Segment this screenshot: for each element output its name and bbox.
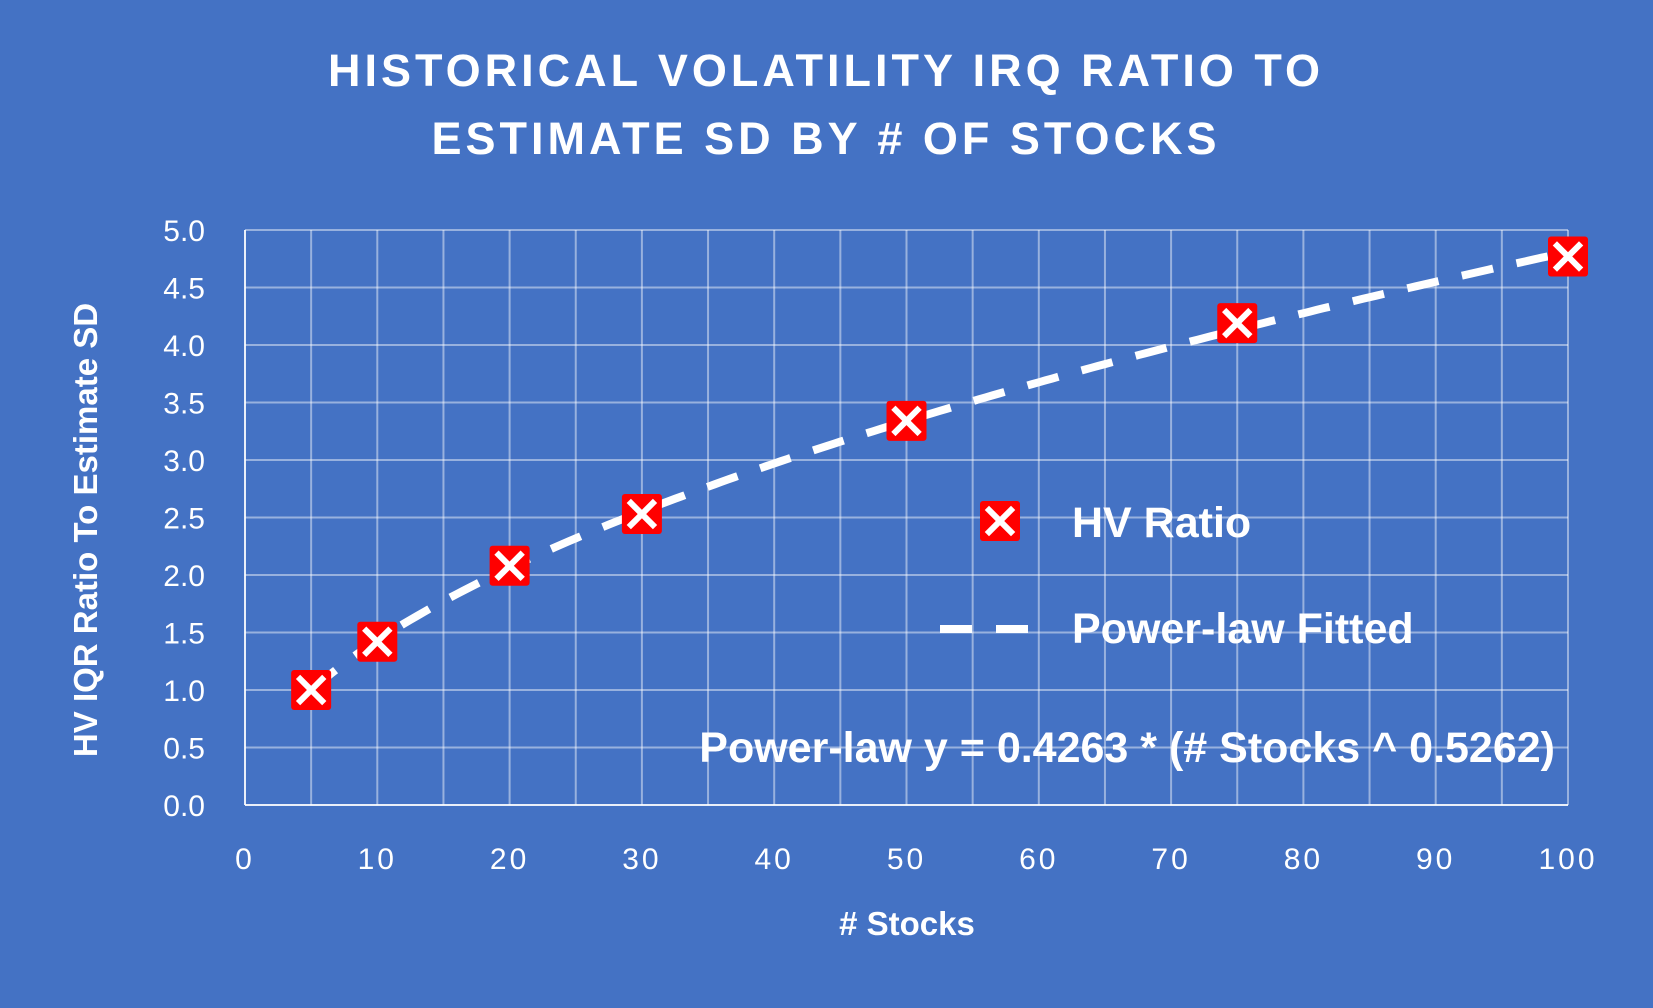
- chart-title-line-2: ESTIMATE SD BY # OF STOCKS: [431, 113, 1220, 164]
- x-tick-label: 60: [1019, 843, 1058, 876]
- marker-cross-stroke: [494, 550, 525, 582]
- y-tick-label: 1.0: [163, 675, 205, 708]
- y-tick-label: 1.5: [163, 618, 205, 651]
- y-tick-label: 2.5: [163, 503, 205, 536]
- data-point-hv-ratio: [621, 494, 662, 535]
- x-tick-label: 50: [887, 843, 926, 876]
- marker-layer: [291, 236, 1588, 710]
- y-tick-label: 0.5: [163, 733, 205, 766]
- marker-cross-stroke: [295, 674, 327, 706]
- legend-marker-icon: [980, 501, 1020, 541]
- y-tick-label: 3.5: [163, 388, 205, 421]
- equation-annotation: Power-law y = 0.4263 * (# Stocks ^ 0.526…: [699, 724, 1555, 772]
- x-tick-label: 10: [358, 843, 397, 876]
- marker-cross-stroke: [891, 405, 922, 437]
- x-axis-label: # Stocks: [839, 905, 975, 942]
- data-point-hv-ratio: [886, 400, 927, 441]
- x-tick-label: 30: [622, 843, 661, 876]
- grid-layer: [244, 229, 1569, 806]
- marker-cross-stroke: [362, 626, 393, 657]
- legend: HV Ratio Power-law Fitted: [940, 499, 1414, 653]
- x-tick-label: 80: [1284, 843, 1323, 876]
- legend-label-power-law: Power-law Fitted: [1072, 605, 1414, 653]
- legend-label-hv-ratio: HV Ratio: [1072, 499, 1251, 547]
- marker-cross-stroke: [984, 505, 1016, 537]
- data-point-hv-ratio: [291, 670, 332, 710]
- marker-cross-stroke: [626, 498, 658, 530]
- tick-label-layer: 0.0 0.5 1.0 1.5 2.0 2.5 3.0 3.5 4.0 4.5 5.0 0 10 20 30…: [163, 215, 1597, 876]
- marker-cross-stroke: [1222, 307, 1253, 339]
- y-axis-label: HV IQR Ratio To Estimate SD: [67, 303, 104, 757]
- marker-cross-stroke: [1552, 241, 1584, 272]
- x-tick-label: 70: [1151, 843, 1190, 876]
- y-tick-label: 3.0: [163, 445, 205, 478]
- y-tick-label: 2.0: [163, 560, 205, 593]
- x-tick-label: 90: [1416, 843, 1455, 876]
- x-tick-label: 20: [490, 843, 529, 876]
- x-tick-label: 0: [235, 843, 255, 876]
- axis-layer: [244, 230, 1568, 806]
- data-point-hv-ratio: [1217, 303, 1258, 344]
- y-tick-label: 4.5: [163, 273, 205, 306]
- data-point-hv-ratio: [357, 621, 398, 662]
- x-tick-label: 40: [755, 843, 794, 876]
- legend-marker-hv-ratio: [980, 501, 1020, 541]
- y-tick-label: 4.0: [163, 330, 205, 363]
- data-point-hv-ratio: [489, 545, 530, 586]
- chart-title-line-1: HISTORICAL VOLATILITY IRQ RATIO TO: [328, 45, 1324, 96]
- y-tick-label: 0.0: [163, 790, 205, 823]
- x-tick-label: 100: [1538, 843, 1597, 876]
- data-point-hv-ratio: [1548, 236, 1588, 277]
- y-tick-label: 5.0: [163, 215, 205, 248]
